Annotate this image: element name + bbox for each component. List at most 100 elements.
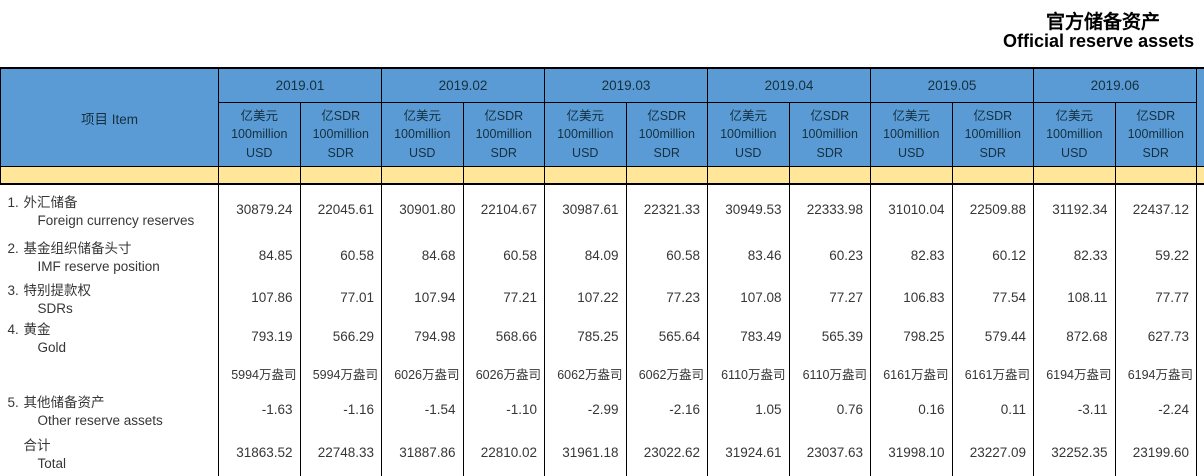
- value-cell: 627.73: [1115, 318, 1197, 355]
- value-cell: 6026万盎司: [463, 355, 545, 391]
- page-title-en: Official reserve assets: [1003, 31, 1194, 52]
- value-cell: 30901.80: [382, 184, 464, 234]
- value-cell: 23022.62: [626, 428, 708, 476]
- value-cell: 6062万盎司: [545, 355, 627, 391]
- value-cell: 0.16: [871, 391, 953, 428]
- value-cell: 6026万盎司: [382, 355, 464, 391]
- table-edge-sliver: [1197, 184, 1204, 234]
- value-cell: 0.11: [952, 391, 1034, 428]
- value-cell: 22437.12: [1115, 184, 1197, 234]
- value-cell: 6161万盎司: [871, 355, 953, 391]
- month-header-2: 2019.02: [382, 68, 545, 103]
- stripe-cell: [952, 167, 1034, 185]
- value-cell: 0.76: [789, 391, 871, 428]
- table-edge-sliver: [1197, 277, 1204, 318]
- value-cell: -1.16: [300, 391, 382, 428]
- stripe-cell: [1197, 167, 1204, 185]
- value-cell: 31010.04: [871, 184, 953, 234]
- month-header-4: 2019.04: [708, 68, 871, 103]
- stripe-cell: [219, 167, 301, 185]
- month-header-6: 2019.06: [1034, 68, 1197, 103]
- value-cell: 31863.52: [219, 428, 301, 476]
- value-cell: 84.68: [382, 234, 464, 277]
- month-header-5: 2019.05: [871, 68, 1034, 103]
- table-edge-sliver: [1197, 318, 1204, 355]
- value-cell: 77.54: [952, 277, 1034, 318]
- stripe-cell: [463, 167, 545, 185]
- value-cell: 31887.86: [382, 428, 464, 476]
- value-cell: -2.24: [1115, 391, 1197, 428]
- value-cell: 77.23: [626, 277, 708, 318]
- value-cell: -2.16: [626, 391, 708, 428]
- value-cell: 23227.09: [952, 428, 1034, 476]
- stripe-cell: [1115, 167, 1197, 185]
- month-header-3: 2019.03: [545, 68, 708, 103]
- stripe-cell: [708, 167, 790, 185]
- value-cell: 5994万盎司: [219, 355, 301, 391]
- value-cell: 60.58: [300, 234, 382, 277]
- value-cell: 107.22: [545, 277, 627, 318]
- stripe-cell: [871, 167, 953, 185]
- value-cell: 22509.88: [952, 184, 1034, 234]
- page-title-zh: 官方储备资产: [1002, 7, 1204, 34]
- value-cell: 77.01: [300, 277, 382, 318]
- value-cell: 783.49: [708, 318, 790, 355]
- value-cell: 22104.67: [463, 184, 545, 234]
- value-cell: 22810.02: [463, 428, 545, 476]
- value-cell: 6062万盎司: [626, 355, 708, 391]
- value-cell: 565.64: [626, 318, 708, 355]
- value-cell: 77.27: [789, 277, 871, 318]
- table-edge-sliver: [1197, 428, 1204, 476]
- value-cell: -2.99: [545, 391, 627, 428]
- value-cell: 31961.18: [545, 428, 627, 476]
- value-cell: 84.85: [219, 234, 301, 277]
- value-cell: 872.68: [1034, 318, 1116, 355]
- value-cell: 6110万盎司: [789, 355, 871, 391]
- row-label: [1, 355, 219, 391]
- value-cell: 30949.53: [708, 184, 790, 234]
- value-cell: 6110万盎司: [708, 355, 790, 391]
- value-cell: 6194万盎司: [1115, 355, 1197, 391]
- value-cell: -1.10: [463, 391, 545, 428]
- value-cell: 6194万盎司: [1034, 355, 1116, 391]
- value-cell: 83.46: [708, 234, 790, 277]
- stripe-cell: [789, 167, 871, 185]
- stripe-cell: [545, 167, 627, 185]
- value-cell: 565.39: [789, 318, 871, 355]
- value-cell: 568.66: [463, 318, 545, 355]
- value-cell: 60.58: [463, 234, 545, 277]
- table-edge-sliver: [1197, 391, 1204, 428]
- value-cell: 77.77: [1115, 277, 1197, 318]
- value-cell: 31192.34: [1034, 184, 1116, 234]
- value-cell: -3.11: [1034, 391, 1116, 428]
- month-header-1: 2019.01: [219, 68, 382, 103]
- value-cell: 82.83: [871, 234, 953, 277]
- stripe-cell: [1034, 167, 1116, 185]
- value-cell: 22045.61: [300, 184, 382, 234]
- value-cell: 794.98: [382, 318, 464, 355]
- value-cell: 107.86: [219, 277, 301, 318]
- value-cell: 30987.61: [545, 184, 627, 234]
- value-cell: 30879.24: [219, 184, 301, 234]
- value-cell: 23037.63: [789, 428, 871, 476]
- table-edge-sliver: [1197, 355, 1204, 391]
- stripe-cell: [1, 167, 219, 185]
